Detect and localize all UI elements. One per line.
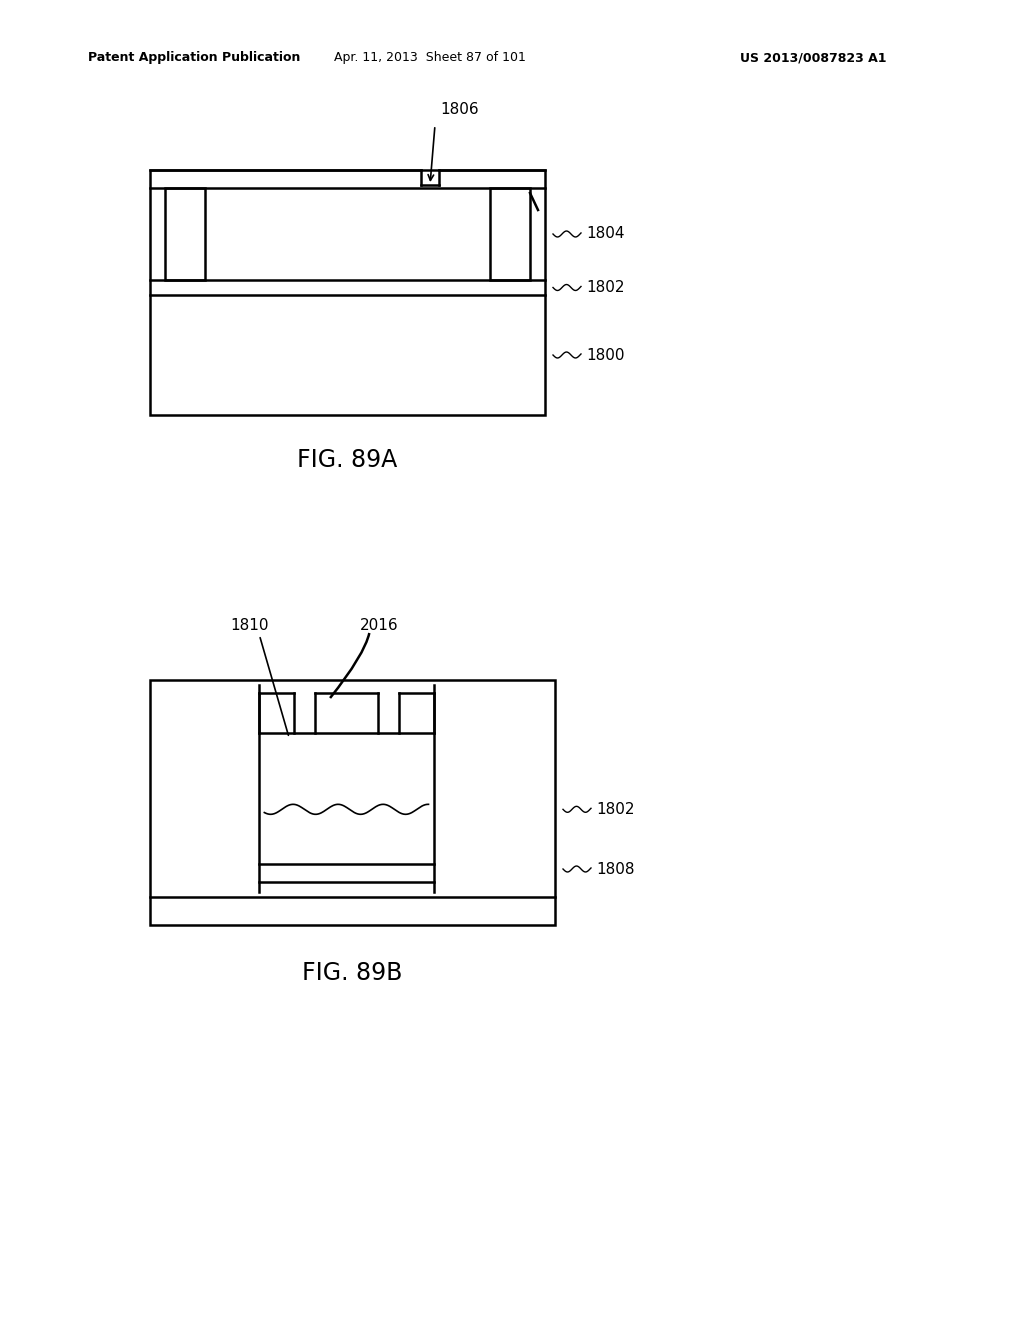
Text: 1808: 1808 <box>596 862 635 876</box>
Text: 1802: 1802 <box>596 801 635 817</box>
Text: 1804: 1804 <box>586 227 625 242</box>
Text: 1800: 1800 <box>586 347 625 363</box>
Bar <box>490 187 530 280</box>
Text: FIG. 89A: FIG. 89A <box>297 447 397 473</box>
Bar <box>150 170 545 414</box>
Text: 1806: 1806 <box>440 102 479 117</box>
Text: 1802: 1802 <box>586 280 625 294</box>
Text: FIG. 89B: FIG. 89B <box>302 961 402 985</box>
Bar <box>150 680 555 925</box>
Text: 2016: 2016 <box>360 618 398 632</box>
Bar <box>165 187 205 280</box>
Text: Apr. 11, 2013  Sheet 87 of 101: Apr. 11, 2013 Sheet 87 of 101 <box>334 51 526 65</box>
Text: Patent Application Publication: Patent Application Publication <box>88 51 300 65</box>
Text: US 2013/0087823 A1: US 2013/0087823 A1 <box>740 51 887 65</box>
Text: 1810: 1810 <box>230 618 268 632</box>
